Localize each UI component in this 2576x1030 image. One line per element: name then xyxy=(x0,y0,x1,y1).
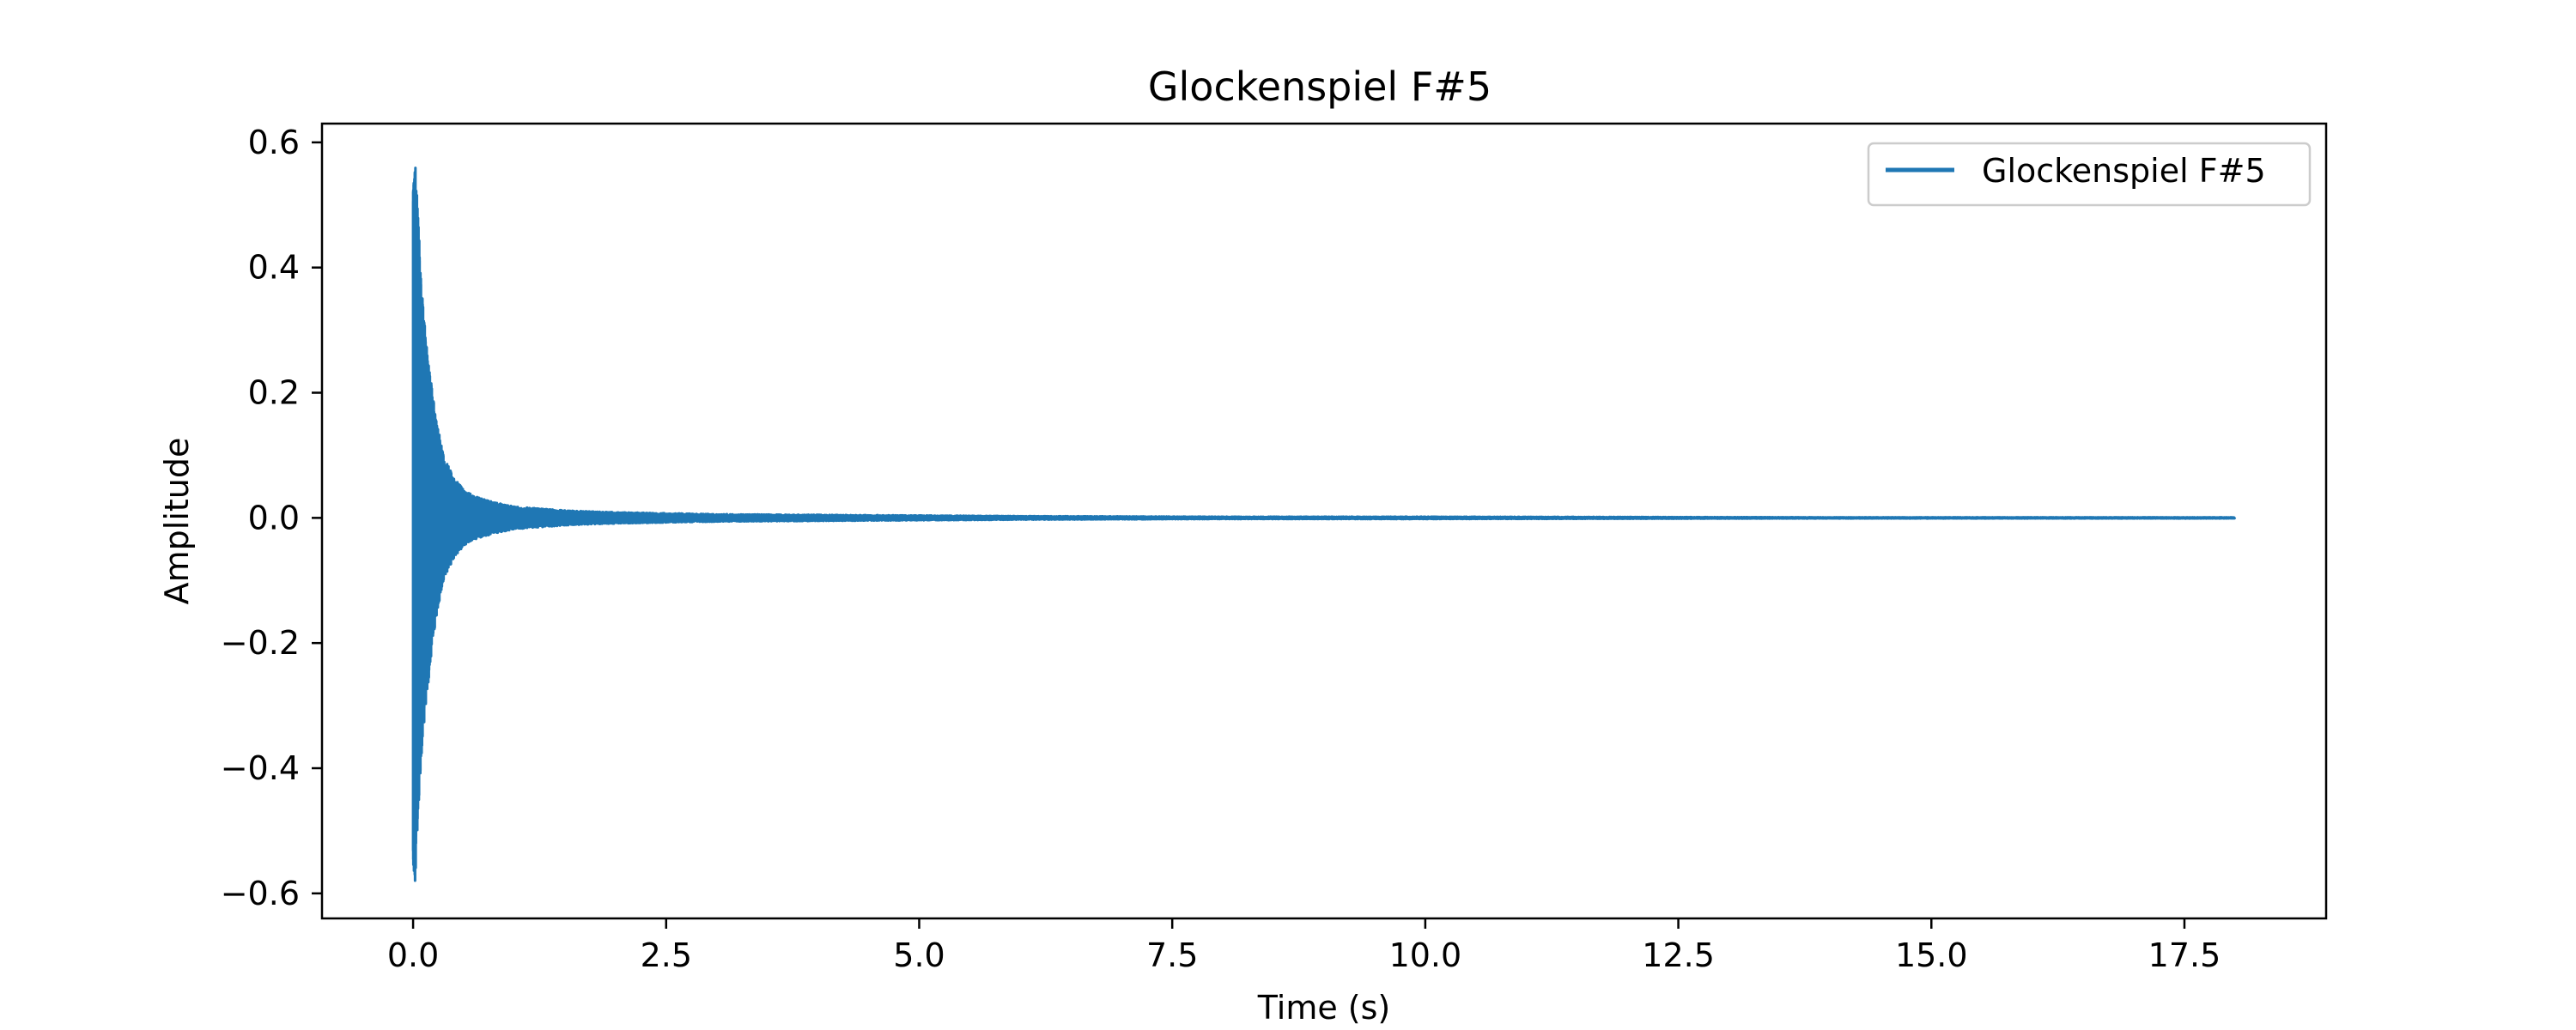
y-tick-label: −0.2 xyxy=(221,624,300,662)
x-tick-label: 12.5 xyxy=(1642,936,1715,974)
x-tick-label: 0.0 xyxy=(387,936,439,974)
x-axis-label: Time (s) xyxy=(1257,989,1391,1027)
x-axis-ticks: 0.0 2.5 5.0 7.5 10.0 12.5 15.0 17.5 xyxy=(387,918,2221,974)
x-tick-label: 5.0 xyxy=(893,936,945,974)
series-line-glockenspiel xyxy=(411,167,2237,882)
y-tick-label: 0.6 xyxy=(248,124,300,161)
y-tick-label: 0.2 xyxy=(248,374,300,412)
y-tick-label: 0.4 xyxy=(248,249,300,287)
x-tick-label: 10.0 xyxy=(1389,936,1462,974)
chart-title: Glockenspiel F#5 xyxy=(1148,64,1492,110)
plot-area xyxy=(411,167,2237,882)
y-axis-ticks: −0.6 −0.4 −0.2 0.0 0.2 0.4 0.6 xyxy=(221,124,322,912)
y-axis-label: Amplitude xyxy=(158,438,196,605)
series-group xyxy=(411,167,2237,882)
x-tick-label: 2.5 xyxy=(641,936,692,974)
x-tick-label: 7.5 xyxy=(1146,936,1198,974)
x-tick-label: 17.5 xyxy=(2148,936,2221,974)
legend: Glockenspiel F#5 xyxy=(1867,142,2312,207)
x-tick-label: 15.0 xyxy=(1895,936,1968,974)
legend-box xyxy=(1867,142,2312,207)
plot-frame xyxy=(320,122,2328,920)
y-tick-label: −0.4 xyxy=(221,749,300,787)
y-tick-label: −0.6 xyxy=(221,875,300,912)
legend-entry-label: Glockenspiel F#5 xyxy=(1982,152,2266,190)
y-tick-label: 0.0 xyxy=(248,499,300,536)
